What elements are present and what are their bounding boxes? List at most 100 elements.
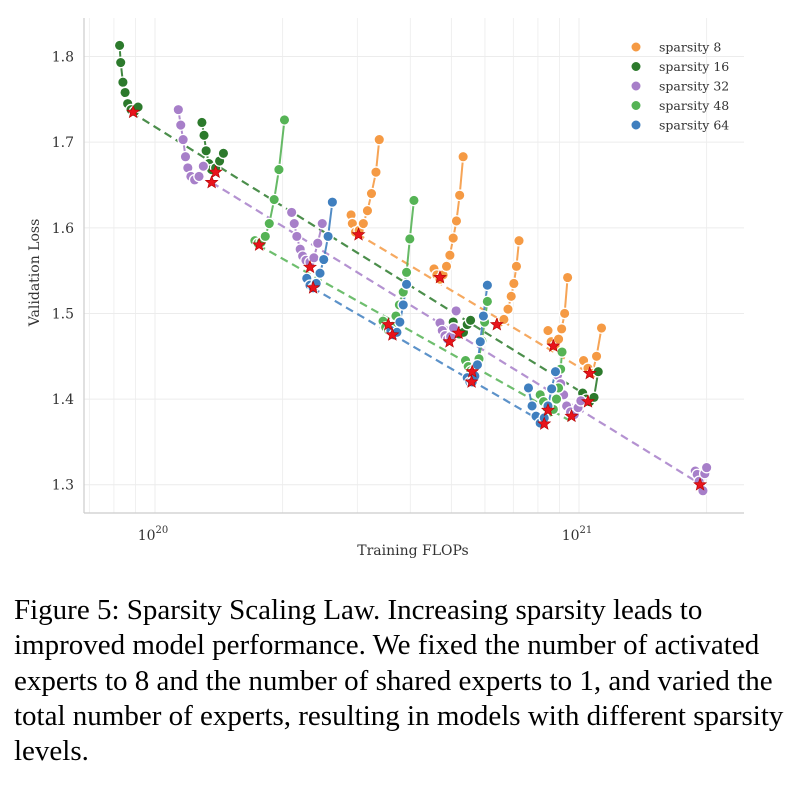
data-point [474,335,487,348]
data-point [197,160,210,173]
data-point [440,260,453,273]
data-point [549,365,562,378]
data-point [365,187,378,200]
legend-marker-3 [630,80,642,92]
data-point [507,277,520,290]
y-axis-title: Validation Loss [27,219,43,328]
data-point [322,230,334,243]
optimum-star [489,317,504,331]
legend-label-1: sparsity 8 [659,40,721,55]
data-point [481,295,494,308]
data-point [263,217,276,230]
data-point [174,119,187,131]
data-point [447,232,460,244]
optimum-star [451,325,466,340]
optimum-star [541,402,555,417]
data-point [316,217,329,230]
y-tick-label: 1.4 [52,392,74,408]
optimum-star [204,175,219,189]
optimum-star [303,259,317,274]
y-tick-label: 1.5 [52,306,74,322]
optimum-star [252,237,267,251]
data-point [119,86,131,99]
optimum-star [546,338,561,352]
optimum-star [385,327,400,341]
data-point [397,299,410,311]
data-point [526,400,538,412]
data-point [193,170,205,183]
data-point [477,310,490,322]
data-point [217,147,230,160]
data-point [357,217,370,230]
trend-line-5 [311,286,546,425]
data-point [268,193,281,206]
data-point [198,129,210,142]
data-point [502,303,514,316]
data-point [558,307,571,320]
data-point [361,204,374,217]
optimum-star [537,416,552,430]
data-point [314,267,326,280]
data-point [394,316,406,328]
y-tick-label: 1.3 [52,478,74,494]
data-point [373,133,386,146]
axes-layer [83,18,744,514]
data-point [288,217,301,230]
data-point [453,189,466,202]
legend-label-2: sparsity 16 [659,59,729,74]
legend-marker-4 [630,100,642,111]
data-point [550,393,563,405]
data-point [400,278,413,291]
trend-line-4 [257,243,571,422]
legend-marker-1 [630,41,642,53]
data-point [595,322,608,334]
optimum-star [433,270,447,284]
data-point [408,194,420,207]
data-point [317,253,330,266]
data-point [278,114,291,126]
data-point [522,382,535,394]
optimum-star [381,317,396,331]
sparsity-scaling-figure: 1.3 1.4 1.5 1.6 1.7 1.8 1020 1021 Training FLOPs… [27,18,744,559]
data-point [113,39,126,52]
data-point [590,350,603,363]
label-layer: 1.3 1.4 1.5 1.6 1.7 1.8 1020 1021 Training FLOPs… [27,50,592,559]
optimum-star [306,280,321,294]
data-point [290,230,303,243]
legend-label-5: sparsity 64 [659,118,729,133]
optimum-star [464,374,479,388]
data-point [513,234,525,247]
star-layer [126,104,708,491]
data-point [510,260,523,273]
optimum-star [442,334,457,348]
data-point [259,230,272,243]
y-tick-label: 1.6 [52,221,74,237]
data-point [114,56,127,69]
grid-layer [84,18,744,513]
data-point [542,324,554,337]
data-point [545,382,558,395]
data-point [196,116,208,129]
legend-label-3: sparsity 32 [659,79,729,94]
data-point [400,266,413,279]
optimum-star [564,408,579,423]
data-point [403,233,416,245]
y-tick-label: 1.7 [52,135,74,151]
trend-line-2 [130,111,598,403]
figure-caption: Figure 5: Sparsity Scaling Law. Increasi… [14,594,784,768]
data-point [370,166,382,179]
data-point [505,290,518,303]
data-point [555,323,568,335]
legend-label-4: sparsity 48 [659,98,729,113]
x-tick-label: 1021 [562,525,593,544]
y-tick-label: 1.8 [52,50,74,66]
optimum-star [208,164,223,179]
optimum-star [465,364,480,378]
data-point [326,196,339,208]
data-point [556,346,568,358]
x-axis-title: Training FLOPs [357,543,469,559]
optimum-star [693,477,708,491]
optimum-star [581,394,595,408]
trend-line-1 [356,232,598,379]
data-point [464,314,477,327]
